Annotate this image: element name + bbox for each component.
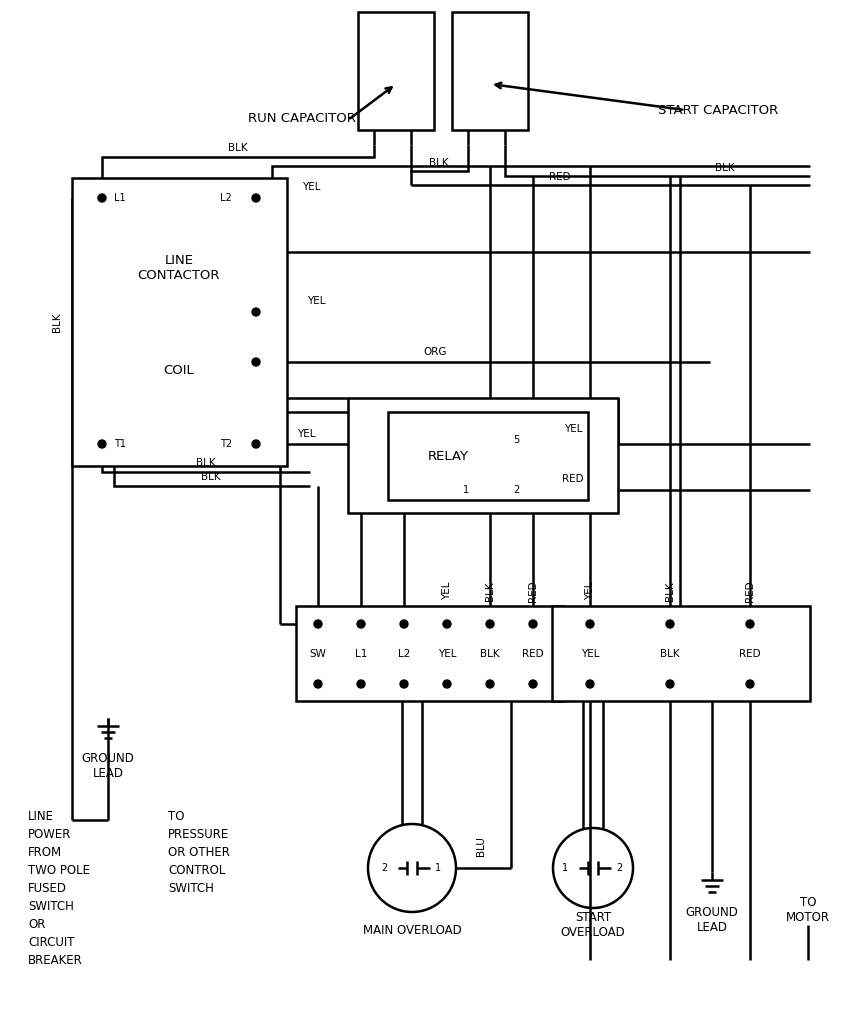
Circle shape	[486, 680, 494, 688]
Text: RED: RED	[740, 649, 761, 659]
Text: YEL: YEL	[302, 182, 320, 193]
Text: START CAPACITOR: START CAPACITOR	[658, 103, 778, 117]
Text: 1: 1	[562, 863, 568, 873]
Circle shape	[252, 308, 260, 316]
Text: MAIN OVERLOAD: MAIN OVERLOAD	[363, 924, 462, 937]
Circle shape	[443, 620, 451, 628]
Bar	[296, 606, 564, 701]
Text: RED: RED	[528, 581, 538, 602]
Text: T1: T1	[114, 439, 126, 449]
Circle shape	[666, 680, 674, 688]
Text: RED: RED	[562, 474, 583, 484]
Bar	[348, 398, 618, 513]
Bar	[552, 606, 810, 701]
Text: LINE
CONTACTOR: LINE CONTACTOR	[138, 254, 221, 282]
Text: 2: 2	[616, 863, 622, 873]
Text: BLK: BLK	[228, 143, 248, 153]
Text: GROUND
LEAD: GROUND LEAD	[686, 906, 739, 934]
Circle shape	[400, 620, 408, 628]
Text: BLK: BLK	[665, 582, 675, 601]
Circle shape	[443, 680, 451, 688]
Text: YEL: YEL	[585, 582, 595, 600]
Text: RUN CAPACITOR: RUN CAPACITOR	[248, 112, 356, 125]
Text: L1: L1	[355, 649, 367, 659]
Text: START
OVERLOAD: START OVERLOAD	[560, 911, 625, 939]
Circle shape	[746, 620, 754, 628]
Text: BLK: BLK	[429, 158, 449, 168]
Circle shape	[746, 680, 754, 688]
Text: BLK: BLK	[485, 582, 495, 601]
Text: YEL: YEL	[442, 582, 452, 600]
Text: BLK: BLK	[716, 163, 734, 173]
Circle shape	[98, 440, 106, 449]
Text: 2: 2	[381, 863, 387, 873]
Circle shape	[486, 620, 494, 628]
Text: GROUND
LEAD: GROUND LEAD	[82, 752, 135, 780]
Circle shape	[400, 680, 408, 688]
Text: BLU: BLU	[476, 836, 486, 856]
Text: YEL: YEL	[581, 649, 599, 659]
Circle shape	[586, 680, 594, 688]
Circle shape	[529, 680, 537, 688]
Text: YEL: YEL	[564, 424, 583, 434]
Text: RED: RED	[523, 649, 544, 659]
Text: RED: RED	[745, 581, 755, 602]
Text: BLK: BLK	[196, 458, 216, 468]
Text: ORG: ORG	[423, 347, 447, 357]
Circle shape	[666, 620, 674, 628]
Text: T2: T2	[220, 439, 232, 449]
Circle shape	[357, 620, 365, 628]
Text: BLK: BLK	[480, 649, 500, 659]
Text: TO
MOTOR: TO MOTOR	[786, 896, 830, 924]
Text: TO
PRESSURE
OR OTHER
CONTROL
SWITCH: TO PRESSURE OR OTHER CONTROL SWITCH	[168, 810, 230, 895]
Text: YEL: YEL	[307, 296, 325, 306]
Text: 2: 2	[513, 485, 519, 495]
Text: L1: L1	[114, 193, 126, 203]
Bar	[72, 178, 287, 466]
Circle shape	[586, 620, 594, 628]
Text: COIL: COIL	[164, 365, 195, 378]
Text: 1: 1	[463, 485, 469, 495]
Text: RED: RED	[549, 172, 571, 182]
Text: RELAY: RELAY	[427, 450, 468, 463]
Text: YEL: YEL	[438, 649, 456, 659]
Circle shape	[357, 680, 365, 688]
Text: BLK: BLK	[52, 312, 62, 332]
Text: YEL: YEL	[297, 429, 315, 439]
Circle shape	[98, 194, 106, 202]
Circle shape	[252, 194, 260, 202]
Circle shape	[252, 358, 260, 366]
Bar	[452, 12, 528, 130]
Bar	[388, 412, 588, 500]
Text: L2: L2	[398, 649, 410, 659]
Bar	[358, 12, 434, 130]
Circle shape	[252, 440, 260, 449]
Text: 5: 5	[513, 435, 519, 445]
Text: BLK: BLK	[660, 649, 680, 659]
Text: LINE
POWER
FROM
TWO POLE
FUSED
SWITCH
OR
CIRCUIT
BREAKER: LINE POWER FROM TWO POLE FUSED SWITCH OR…	[28, 810, 90, 967]
Circle shape	[314, 620, 322, 628]
Circle shape	[529, 620, 537, 628]
Text: SW: SW	[310, 649, 326, 659]
Text: 1: 1	[435, 863, 441, 873]
Text: BLK: BLK	[201, 472, 221, 482]
Text: L2: L2	[221, 193, 232, 203]
Circle shape	[314, 680, 322, 688]
